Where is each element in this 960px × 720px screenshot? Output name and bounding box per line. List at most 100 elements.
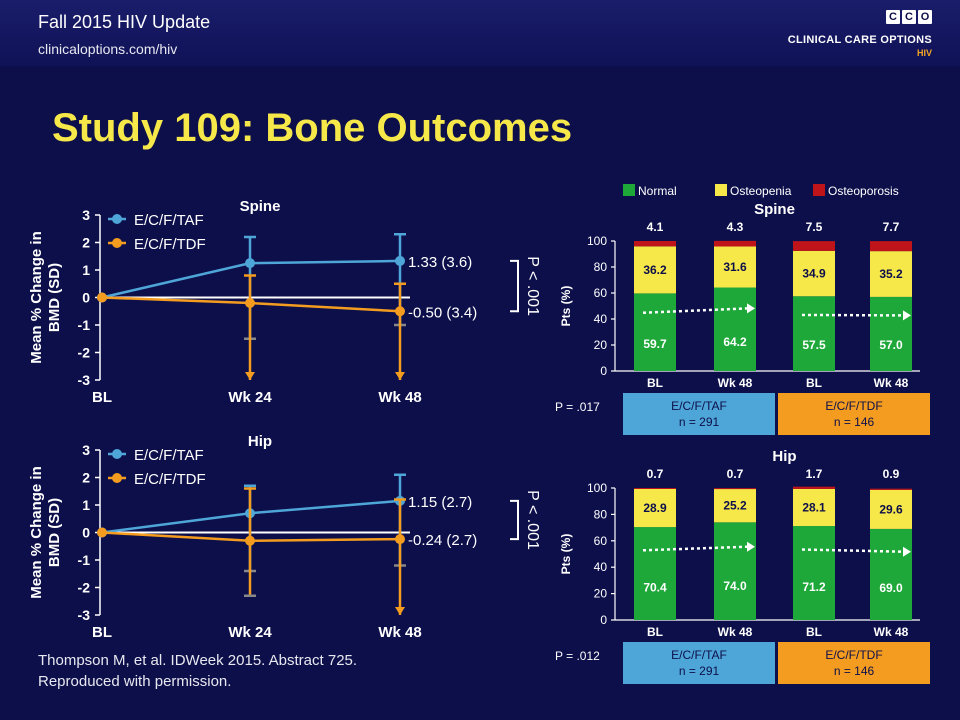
b2-x-tick-label: Wk 48 xyxy=(718,376,753,390)
b2-bar-osteoporosis xyxy=(634,241,676,247)
c1-x-tick-label: Wk 24 xyxy=(228,624,272,641)
b3-y-tick-label: 40 xyxy=(594,560,608,574)
b3-bar-label-osteopenia: 28.1 xyxy=(802,500,826,514)
b3-trend-arrow-head xyxy=(903,546,911,557)
logo-sub: HIV xyxy=(916,48,932,58)
c1-series-point-1 xyxy=(395,534,405,545)
c1-y-tick-label: 2 xyxy=(82,470,90,486)
b3-bar-osteoporosis xyxy=(634,488,676,489)
c1-series-point-1 xyxy=(245,535,255,546)
c0-x-tick-label: Wk 48 xyxy=(378,389,421,406)
b3-y-tick-label: 60 xyxy=(594,534,608,548)
logo-boxes: C C O xyxy=(886,10,932,24)
c1-y-tick-label: -2 xyxy=(78,580,91,596)
c1-y-tick-label: 3 xyxy=(82,442,90,458)
c1-y-axis-label: Mean % Change inBMD (SD) xyxy=(28,466,63,599)
b3-trend-arrow xyxy=(642,545,748,552)
b2-bar-osteopenia xyxy=(714,246,756,288)
b3-x-tick-label: Wk 48 xyxy=(718,625,753,639)
c0-series-point-1 xyxy=(97,292,107,303)
logo-box-1: C xyxy=(886,10,900,24)
b3-group-label-1: E/C/F/TDF xyxy=(825,648,882,662)
b3-x-tick-label: BL xyxy=(806,625,822,639)
b2-y-tick-label: 40 xyxy=(594,312,608,326)
b3-pvalue: P = .012 xyxy=(555,649,600,663)
c0-series-point-0 xyxy=(395,255,405,266)
b2-bar-normal xyxy=(714,287,756,371)
b3-bar-osteopenia xyxy=(714,489,756,523)
c0-y-axis-label: Mean % Change inBMD (SD) xyxy=(28,231,63,364)
b2-bar-label-normal: 57.0 xyxy=(879,338,903,352)
b3-trend-arrow-head xyxy=(747,541,755,552)
b3-bar-label-osteoporosis: 0.9 xyxy=(883,467,900,481)
b3-bar-normal xyxy=(793,526,835,620)
b2-bar-label-osteopenia: 35.2 xyxy=(879,267,903,281)
b2-legend-label-0: Normal xyxy=(638,184,677,198)
b2-bar-label-normal: 57.5 xyxy=(802,338,826,352)
b3-bar-label-osteopenia: 29.6 xyxy=(879,502,903,516)
citation: Thompson M, et al. IDWeek 2015. Abstract… xyxy=(38,650,357,692)
b2-bar-label-osteoporosis: 4.1 xyxy=(647,220,664,234)
header-url: clinicaloptions.com/hiv xyxy=(38,41,178,57)
b2-bar-osteopenia xyxy=(793,250,835,297)
b3-chart-title: Hip xyxy=(772,448,796,465)
b2-x-tick-label: BL xyxy=(647,376,663,390)
b3-y-tick-label: 80 xyxy=(594,507,608,521)
c1-y-axis-label-line-2: BMD (SD) xyxy=(46,498,63,567)
c0-series-point-1 xyxy=(245,298,255,308)
b3-group-box-0 xyxy=(623,642,775,684)
b2-trend-arrow-head xyxy=(747,303,755,314)
b3-y-tick-label: 0 xyxy=(600,613,607,627)
b2-bar-normal xyxy=(870,296,912,371)
c0-error-arrow xyxy=(395,372,405,380)
b2-bar-normal xyxy=(793,296,835,371)
b3-bar-label-osteopenia: 28.9 xyxy=(643,501,667,515)
header-title: Fall 2015 HIV Update xyxy=(38,12,211,32)
b3-bar-normal xyxy=(714,522,756,620)
b2-bar-normal xyxy=(634,293,676,371)
c0-y-tick-label: -1 xyxy=(78,317,91,333)
c1-legend-marker-1 xyxy=(112,473,122,483)
b3-bar-label-osteoporosis: 1.7 xyxy=(806,467,823,481)
slide-title: Study 109: Bone Outcomes xyxy=(52,106,573,150)
b3-x-tick-label: Wk 48 xyxy=(874,625,909,639)
hip-bar-chart: Hip 100 80 60 40 20 0 Pts (%) 70.4 28.9 0.7 BL 74.0 2… xyxy=(555,448,930,684)
b2-bar-osteopenia xyxy=(870,251,912,297)
c0-y-tick-label: -3 xyxy=(78,372,91,388)
c0-end-label-0: 1.33 (3.6) xyxy=(408,254,472,271)
b3-bar-osteoporosis xyxy=(793,486,835,489)
b2-bar-osteopenia xyxy=(634,246,676,294)
b3-group-n-0: n = 291 xyxy=(679,664,720,678)
c1-y-tick-label: 1 xyxy=(82,497,90,513)
c1-end-label-0: 1.15 (2.7) xyxy=(408,494,472,511)
b2-y-tick-label: 80 xyxy=(594,260,608,274)
b3-y-axis-label: Pts (%) xyxy=(559,534,573,575)
c0-end-label-1: -0.50 (3.4) xyxy=(408,304,477,321)
b2-legend-swatch-0 xyxy=(623,184,635,196)
c1-x-tick-label: BL xyxy=(92,624,112,641)
c1-y-tick-label: 0 xyxy=(82,525,90,541)
spine-line-chart: 3 2 1 0 -1 -2 -3 Mean % Change inBMD (SD) BL Wk 2… xyxy=(28,198,541,406)
b2-y-tick-label: 100 xyxy=(587,234,607,248)
b3-group-box-1 xyxy=(778,642,930,684)
header-bar: Fall 2015 HIV Update clinicaloptions.com… xyxy=(0,0,960,66)
c1-y-tick-label: -3 xyxy=(78,607,91,623)
citation-line-2: Reproduced with permission. xyxy=(38,673,232,690)
c1-error-arrow xyxy=(395,607,405,615)
b3-bar-osteoporosis xyxy=(870,488,912,490)
b2-x-tick-label: BL xyxy=(806,376,822,390)
b2-legend-label-1: Osteopenia xyxy=(730,184,792,198)
b2-y-tick-label: 0 xyxy=(600,364,607,378)
c0-chart-title: Spine xyxy=(240,198,281,215)
c0-series-point-0 xyxy=(245,258,255,269)
c0-x-tick-label: BL xyxy=(92,389,112,406)
c1-x-tick-label: Wk 48 xyxy=(378,624,421,641)
b2-group-label-0: E/C/F/TAF xyxy=(671,399,727,413)
c0-pvalue-bracket xyxy=(510,259,519,313)
b2-legend-swatch-1 xyxy=(715,184,727,196)
c0-legend-label-0: E/C/F/TAF xyxy=(134,212,204,229)
b3-bar-osteopenia xyxy=(870,489,912,529)
b3-bar-label-normal: 70.4 xyxy=(643,580,667,594)
b3-bar-normal xyxy=(634,527,676,620)
c0-y-tick-label: -2 xyxy=(78,345,91,361)
